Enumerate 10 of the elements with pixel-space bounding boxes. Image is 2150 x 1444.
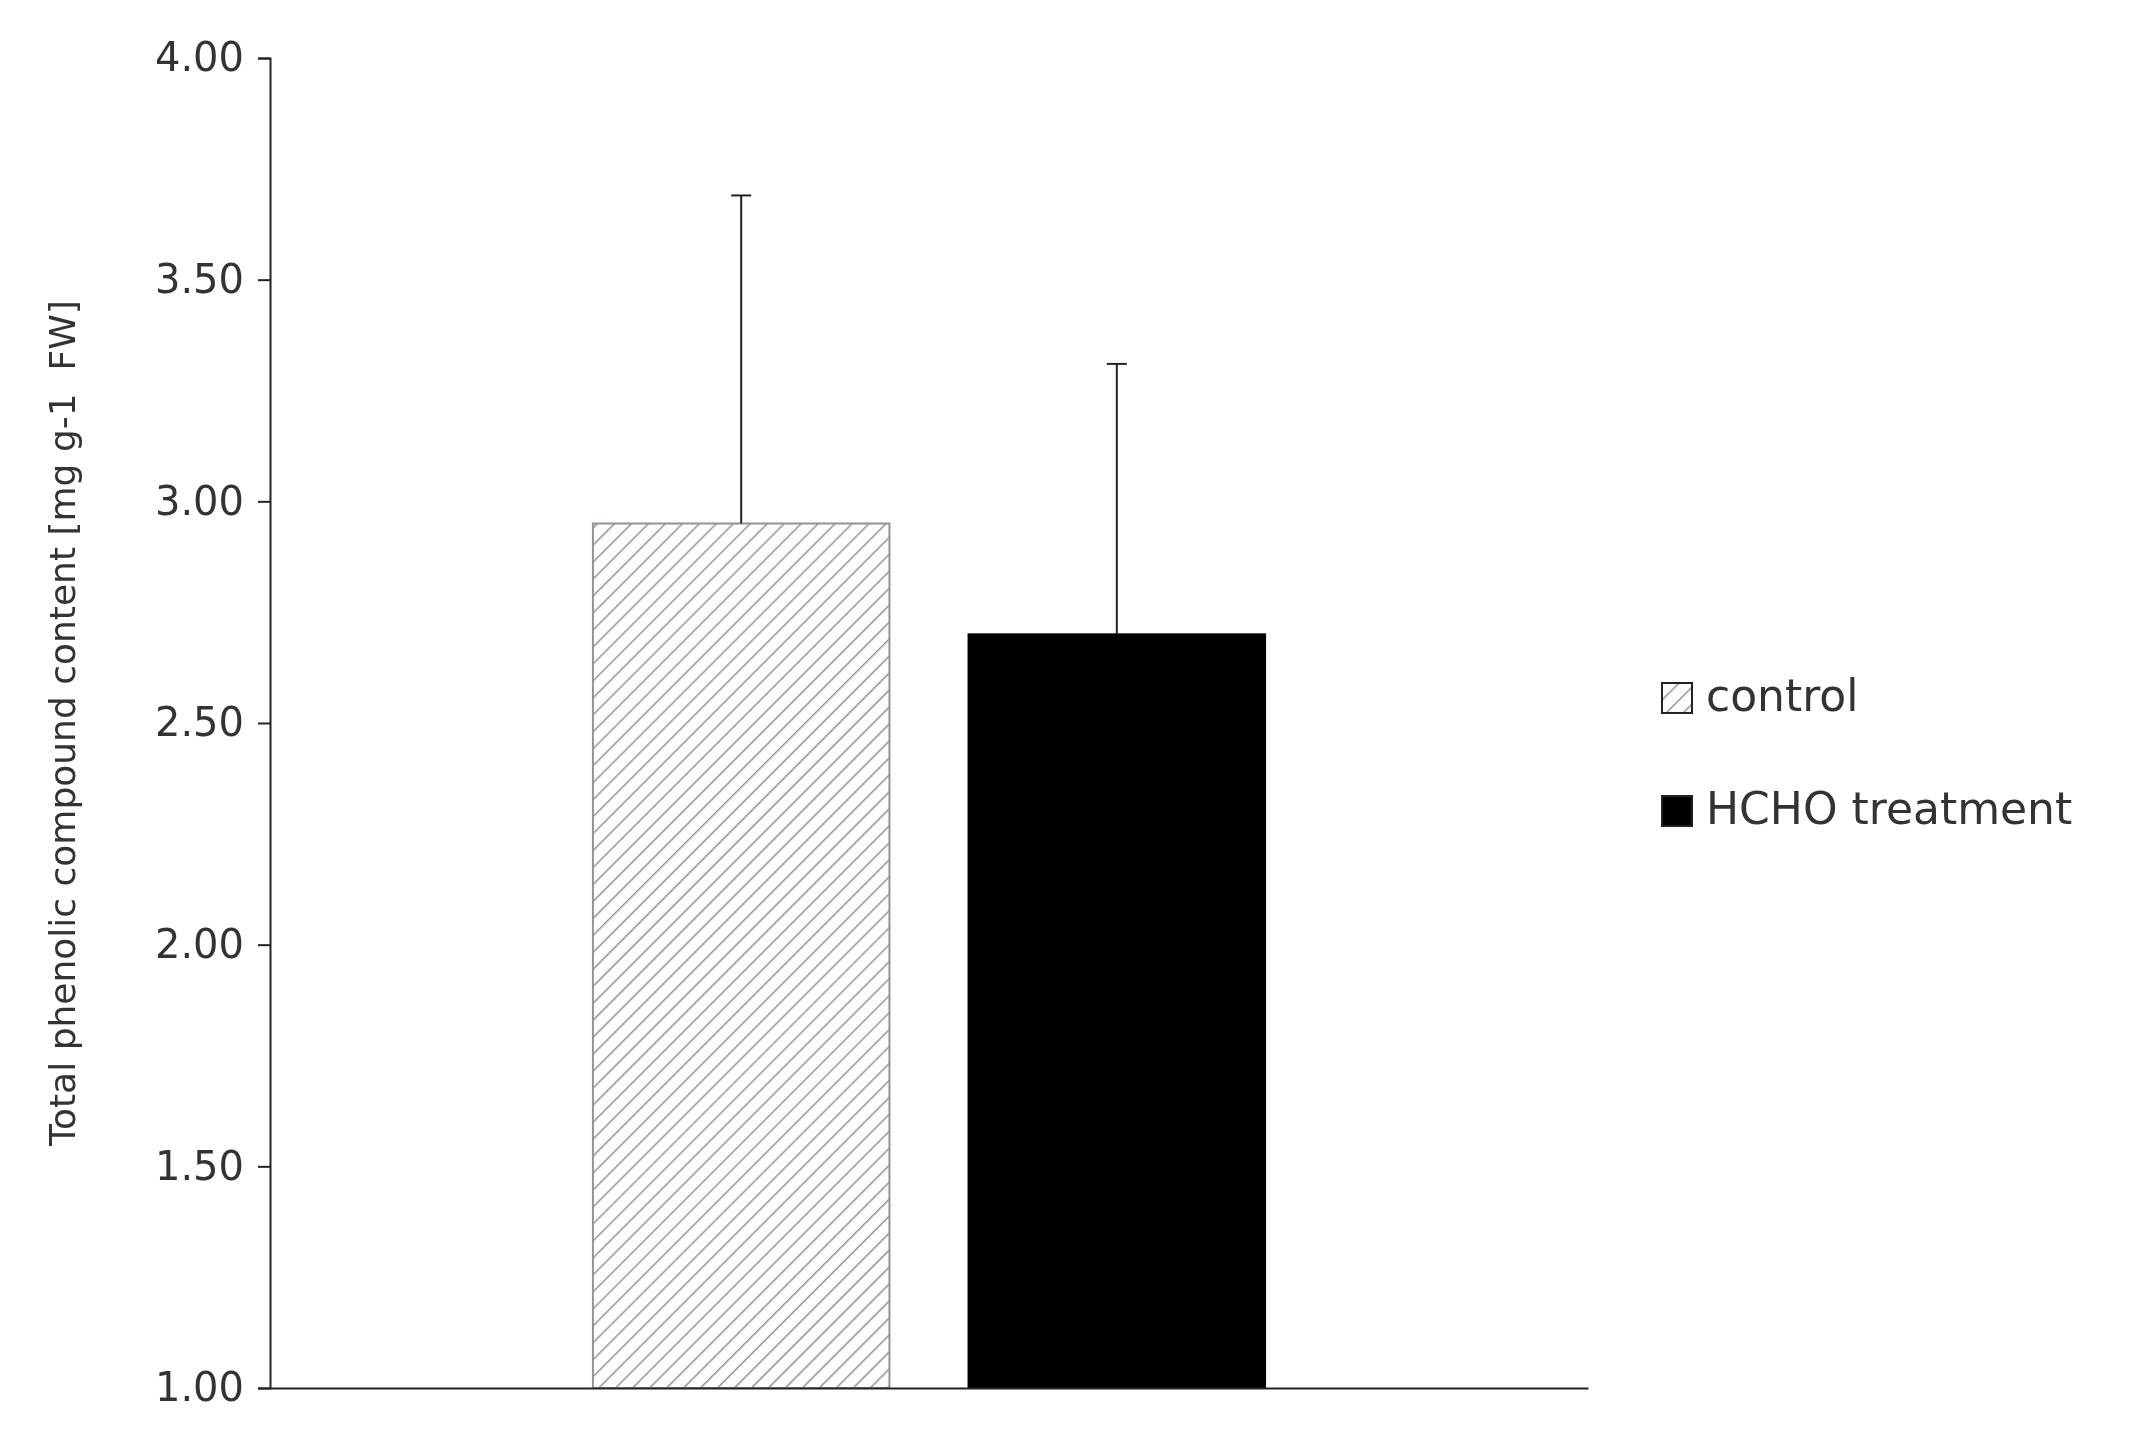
y-tick-label: 1.50	[154, 1142, 244, 1189]
y-tick-label: 3.00	[154, 477, 244, 524]
y-tick-label: 3.50	[154, 255, 244, 302]
y-tick-label: 2.50	[154, 699, 244, 746]
y-axis-title: Total phenolic compound content [mg g-1 FW]	[42, 300, 83, 1147]
legend-label: HCHO treatment	[1706, 783, 2073, 834]
y-tick-label: 1.00	[154, 1364, 244, 1411]
legend-label: control	[1706, 670, 1859, 721]
y-tick-label: 2.00	[154, 920, 244, 967]
y-tick-label: 4.00	[154, 34, 244, 81]
